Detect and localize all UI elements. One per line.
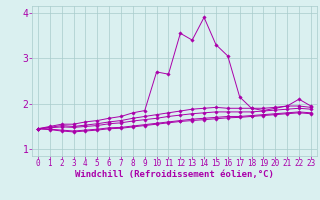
X-axis label: Windchill (Refroidissement éolien,°C): Windchill (Refroidissement éolien,°C) xyxy=(75,170,274,179)
